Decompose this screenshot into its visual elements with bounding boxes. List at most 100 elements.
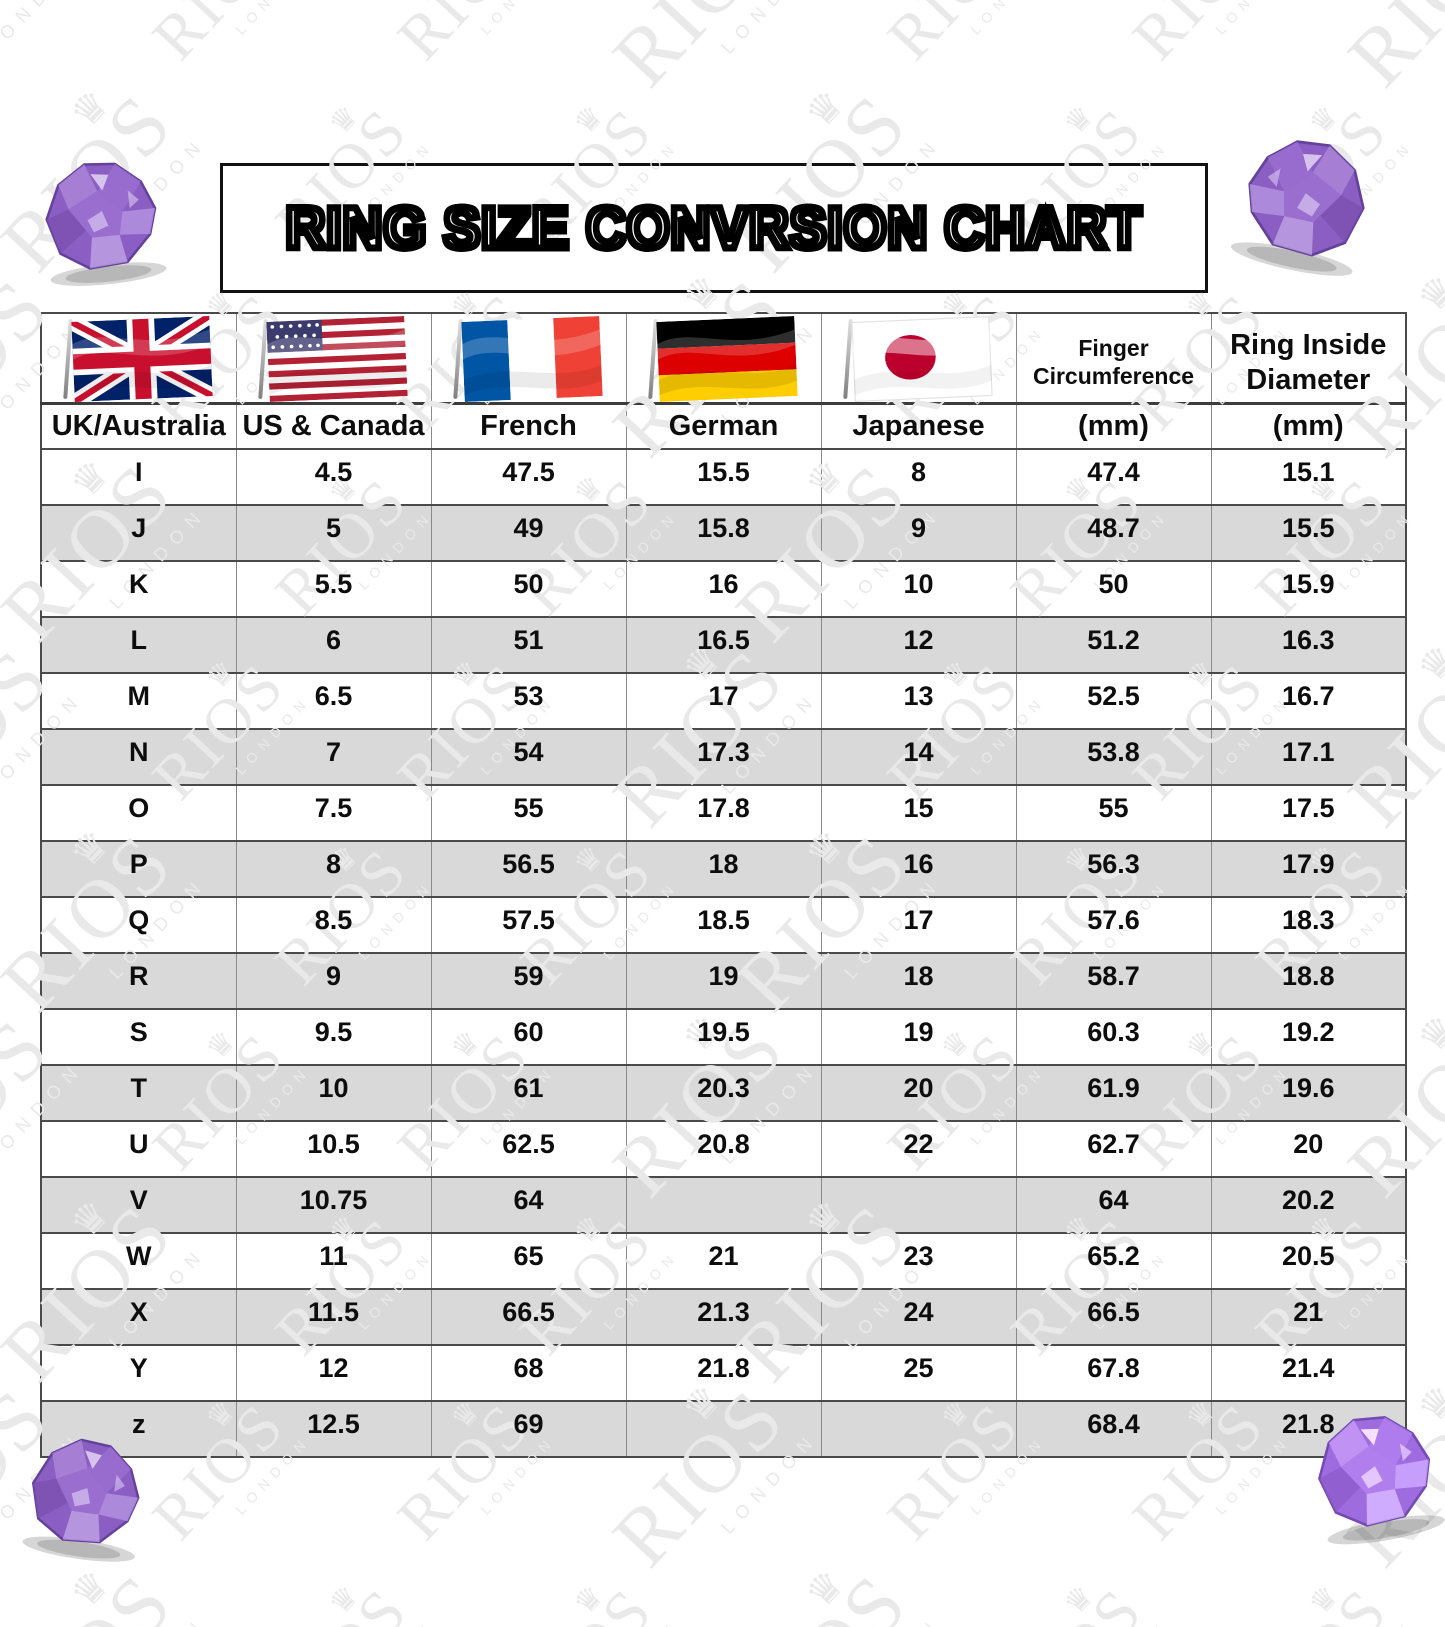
cell-uk-size: I [40,448,237,506]
cell-us-size: 5.5 [235,560,432,618]
cell-us-size: 4.5 [235,448,432,506]
watermark-brand: RIOS [261,1524,468,1627]
table-row: z 12.5 69 68.4 21.8 [40,1400,1407,1458]
france-flag-icon [461,316,603,403]
cell-french-size: 61 [430,1064,627,1122]
cell-us-size: 10.5 [235,1120,432,1178]
table-row: S 9.5 60 19.5 19 60.3 19.2 [40,1008,1407,1066]
cell-japanese-size: 14 [820,728,1017,786]
flag-cell-us [235,312,432,404]
finger-circumference-line1: Finger [1078,335,1149,362]
japan-flag-icon [851,316,993,403]
amethyst-icon [45,162,167,286]
cell-uk-size: U [40,1120,237,1178]
cell-german-size: 16.5 [625,616,822,674]
cell-ring-diameter: 21 [1210,1288,1407,1346]
cell-uk-size: N [40,728,237,786]
cell-ring-diameter: 15.1 [1210,448,1407,506]
page-title: RING SIZE CONVRSION CHART [282,192,1144,264]
cell-german-size: 20.8 [625,1120,822,1178]
column-header-ring-mm: (mm) [1210,401,1407,450]
cell-finger-circumference: 61.9 [1015,1064,1212,1122]
watermark-brand: RIOS [139,0,346,73]
table-row: I 4.5 47.5 15.5 8 47.4 15.1 [40,448,1407,506]
cell-finger-circumference: 65.2 [1015,1232,1212,1290]
cell-french-size: 57.5 [430,896,627,954]
cell-french-size: 62.5 [430,1120,627,1178]
crown-icon: ♛ [61,81,119,138]
cell-french-size: 54 [430,728,627,786]
cell-finger-circumference: 55 [1015,784,1212,842]
table-body: I 4.5 47.5 15.5 8 47.4 15.1 J 5 49 15.8 … [40,448,1407,1458]
crown-icon: ♛ [1301,1578,1346,1623]
crown-icon: ♛ [321,1578,366,1623]
amethyst-icon [22,1438,140,1562]
cell-finger-circumference: 68.4 [1015,1400,1212,1458]
cell-french-size: 51 [430,616,627,674]
watermark-brand: RIOS [1330,0,1445,103]
cell-ring-diameter: 15.5 [1210,504,1407,562]
watermark-brand: RIOS [718,1490,987,1627]
cell-uk-size: P [40,840,237,898]
table-row: R 9 59 19 18 58.7 18.8 [40,952,1407,1010]
cell-japanese-size: 24 [820,1288,1017,1346]
cell-japanese-size: 19 [820,1008,1017,1066]
cell-ring-diameter: 19.6 [1210,1064,1407,1122]
watermark-brand: RIOS [1119,0,1326,73]
cell-japanese-size: 16 [820,840,1017,898]
france-flagwrap [432,316,626,403]
uk-flagwrap [42,316,236,403]
table-row: X 11.5 66.5 21.3 24 66.5 21 [40,1288,1407,1346]
cell-french-size: 56.5 [430,840,627,898]
cell-us-size: 5 [235,504,432,562]
us-flag-icon [266,316,408,403]
cell-uk-size: V [40,1176,237,1234]
watermark-brand: RIOS [595,0,864,103]
cell-japanese-size: 18 [820,952,1017,1010]
cell-finger-circumference: 51.2 [1015,616,1212,674]
column-header-ring-inside-diameter: Ring Inside Diameter [1210,312,1407,404]
cell-german-size: 19 [625,952,822,1010]
cell-uk-size: T [40,1064,237,1122]
cell-finger-circumference: 56.3 [1015,840,1212,898]
cell-uk-size: R [40,952,237,1010]
cell-german-size: 17.3 [625,728,822,786]
title-box: RING SIZE CONVRSION CHART [220,163,1208,293]
cell-japanese-size: 9 [820,504,1017,562]
cell-japanese-size: 22 [820,1120,1017,1178]
cell-finger-circumference: 60.3 [1015,1008,1212,1066]
cell-uk-size: X [40,1288,237,1346]
watermark-city: LONDON [0,0,88,58]
cell-ring-diameter: 20 [1210,1120,1407,1178]
cell-german-size: 17 [625,672,822,730]
cell-us-size: 9 [235,952,432,1010]
cell-german-size: 21.3 [625,1288,822,1346]
cell-uk-size: M [40,672,237,730]
cell-german-size: 18 [625,840,822,898]
table-row: O 7.5 55 17.8 15 55 17.5 [40,784,1407,842]
cell-uk-size: Q [40,896,237,954]
crown-icon: ♛ [321,98,366,143]
column-header-german: German [625,401,822,450]
germany-flagwrap [627,316,821,403]
uk-flag-icon [71,316,213,403]
cell-german-size: 20.3 [625,1064,822,1122]
watermark-city: LONDON [1090,1569,1216,1627]
column-header-uk-australia: UK/Australia [40,401,237,450]
crown-icon: ♛ [61,1561,119,1618]
us-flagwrap [237,316,431,403]
cell-german-size: 17.8 [625,784,822,842]
cell-us-size: 12 [235,1344,432,1402]
cell-german-size: 19.5 [625,1008,822,1066]
cell-finger-circumference: 47.4 [1015,448,1212,506]
cell-ring-diameter: 16.3 [1210,616,1407,674]
amethyst-crystal-bottom-left [1,1416,166,1571]
table-row: U 10.5 62.5 20.8 22 62.7 20 [40,1120,1407,1178]
watermark-city: LONDON [477,0,603,38]
cell-ring-diameter: 18.3 [1210,896,1407,954]
flag-cell-germany [625,312,822,404]
